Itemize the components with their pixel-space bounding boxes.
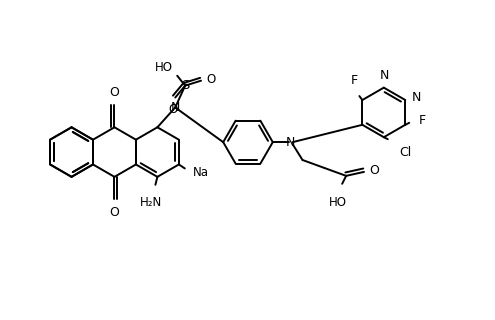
Text: O: O — [369, 164, 379, 177]
Text: O: O — [206, 73, 215, 86]
Text: HO: HO — [329, 196, 347, 209]
Text: HO: HO — [155, 61, 173, 74]
Text: F: F — [351, 74, 358, 87]
Text: N: N — [286, 136, 296, 149]
Text: Cl: Cl — [399, 146, 412, 159]
Text: S: S — [181, 79, 189, 92]
Text: O: O — [109, 206, 119, 219]
Text: N: N — [412, 91, 422, 104]
Text: F: F — [419, 114, 426, 127]
Text: Na: Na — [193, 166, 209, 179]
Text: N: N — [380, 69, 390, 82]
Text: N: N — [171, 101, 180, 114]
Text: H₂N: H₂N — [140, 196, 162, 209]
Text: O: O — [109, 85, 119, 99]
Text: O: O — [169, 102, 178, 116]
